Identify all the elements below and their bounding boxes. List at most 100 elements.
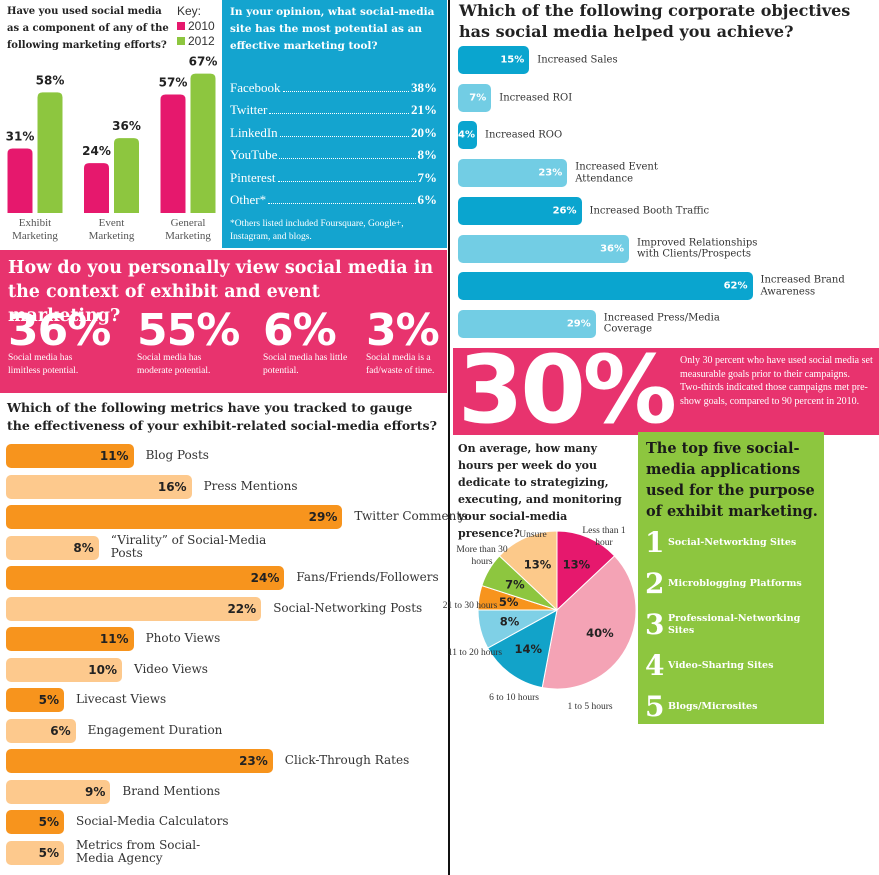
list-label: Other* (230, 192, 267, 207)
slice-label: More than 30 hours (456, 545, 508, 567)
value-label: 4% (458, 129, 475, 141)
value-label: 15% (500, 54, 525, 66)
bar-plot: 31% 58% 24%36% 57%67% (6, 55, 217, 213)
bar (84, 163, 109, 213)
value-label: 40% (586, 626, 614, 640)
category-label: Increased Sales (537, 54, 618, 66)
value-label: 5% (38, 845, 59, 860)
pie-slice (541, 555, 636, 690)
value-label: 11% (99, 632, 129, 646)
slice-label: Less than 1 hour (582, 526, 626, 548)
bar (190, 73, 216, 213)
slice-label: 21 to 30 hours (442, 601, 498, 611)
list-label: LinkedIn (230, 124, 278, 140)
bar (458, 83, 492, 112)
chart-title: In your opinion, what social-media site … (230, 6, 435, 52)
legend-swatch (177, 37, 185, 45)
legend-title: Key: (177, 4, 202, 18)
value-label: 11% (99, 449, 129, 463)
rank-label: Professional-Networking Sites (668, 613, 801, 636)
category-label: Blog Posts (145, 448, 209, 463)
value-label: 8% (73, 540, 94, 555)
value-label: 29% (566, 318, 591, 330)
slice-label: 1 to 5 hours (567, 702, 613, 712)
list-label: Twitter (230, 102, 268, 118)
category-label: Engagement Duration (87, 722, 223, 737)
list-value: 7% (417, 169, 438, 185)
x-tick-label: Exhibit Marketing (12, 217, 58, 242)
value-label: 7% (505, 578, 525, 592)
value-label: 6% (50, 723, 71, 738)
value-label: 16% (157, 479, 187, 494)
bar (6, 627, 134, 651)
value-label: 62% (723, 280, 748, 292)
category-label: Fans/Friends/Followers (296, 570, 439, 585)
rank: 3 (645, 608, 665, 641)
category-label: Increased ROI (499, 91, 573, 103)
category-label: Increased Event Attendance (575, 161, 658, 185)
category-label: “Virality” of Social-Media Posts (110, 532, 267, 561)
bar (7, 148, 33, 213)
category-label: Increased Booth Traffic (589, 205, 710, 217)
value-label: 14% (514, 642, 542, 656)
bar (458, 234, 629, 263)
stat-text: Social media has moderate potential. (137, 353, 211, 376)
bar (6, 810, 64, 834)
category-label: Increased Press/Media Coverage (603, 312, 720, 335)
slice-label: Unsure (519, 530, 547, 540)
pie-slice (498, 530, 558, 612)
bar (458, 121, 477, 150)
category-label: Livecast Views (76, 692, 167, 707)
list-row: Other* 6% (230, 191, 437, 209)
category-label: Improved Relationships with Clients/Pros… (637, 237, 758, 260)
leader (279, 157, 416, 160)
rank-label: Microblogging Platforms (668, 578, 802, 589)
bar (6, 749, 273, 773)
category-label: Press Mentions (203, 478, 298, 493)
stat-text: Social media has little potential. (263, 353, 348, 376)
stat-text: Social media is a fad/waste of time. (366, 353, 435, 376)
value-label: 23% (538, 167, 563, 179)
value-label: 13% (563, 558, 591, 572)
value-label: 10% (88, 662, 117, 677)
legend-label: 2012 (188, 34, 215, 48)
value-label: 22% (227, 601, 257, 616)
category-label: Click-Through Rates (284, 753, 410, 768)
stat-value: 55% (137, 305, 240, 356)
chart-title: Have you used social media as a componen… (7, 6, 169, 51)
bar (458, 159, 568, 188)
stat-value: 3% (366, 305, 440, 356)
list-row: Facebook 38% (230, 79, 437, 97)
value-label: 26% (552, 205, 577, 217)
x-tick-label: Event Marketing (88, 217, 135, 242)
view-panel (0, 250, 447, 393)
pie-slice (556, 530, 616, 612)
value-label: 9% (85, 784, 106, 799)
panel-title: The top five social-media applications u… (646, 440, 818, 520)
x-tick-label: General Marketing (165, 217, 211, 242)
legend-label: 2010 (188, 19, 215, 33)
list-value: 20% (411, 124, 437, 140)
bar (6, 688, 64, 712)
leader (268, 202, 416, 204)
bar (6, 718, 76, 743)
bar (37, 92, 63, 213)
bar (6, 840, 64, 865)
category-label: Increased ROO (485, 129, 563, 141)
rank: 2 (645, 567, 665, 600)
chart-title: On average, how many hours per week do y… (458, 442, 622, 540)
stat-value: 6% (263, 305, 337, 356)
leader (282, 90, 409, 92)
category-label: Metrics from Social-Media Agency (76, 837, 201, 866)
bar (6, 566, 285, 590)
bar (6, 779, 111, 804)
value-label: 13% (524, 558, 552, 572)
list-row: Pinterest 7% (230, 169, 437, 187)
list-label: Pinterest (230, 169, 276, 185)
value-label: 58% (36, 73, 65, 87)
bar (6, 474, 192, 499)
slice-label: 11 to 20 hours (447, 648, 503, 658)
rank-label: Video-Sharing Sites (668, 660, 774, 671)
category-label: Social-Media Calculators (76, 814, 229, 829)
